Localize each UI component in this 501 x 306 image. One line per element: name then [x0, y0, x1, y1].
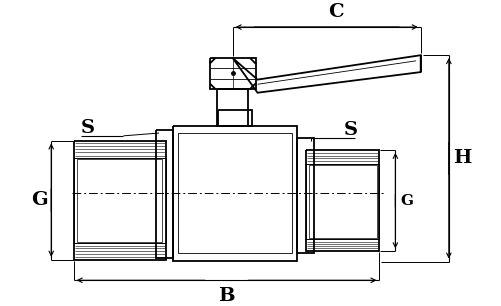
Text: H: H [453, 149, 471, 167]
Text: G: G [400, 194, 413, 207]
Text: S: S [81, 119, 95, 137]
Text: B: B [218, 287, 235, 305]
Text: C: C [328, 2, 344, 21]
Text: S: S [343, 121, 357, 139]
Polygon shape [232, 55, 421, 93]
Text: G: G [31, 191, 48, 209]
